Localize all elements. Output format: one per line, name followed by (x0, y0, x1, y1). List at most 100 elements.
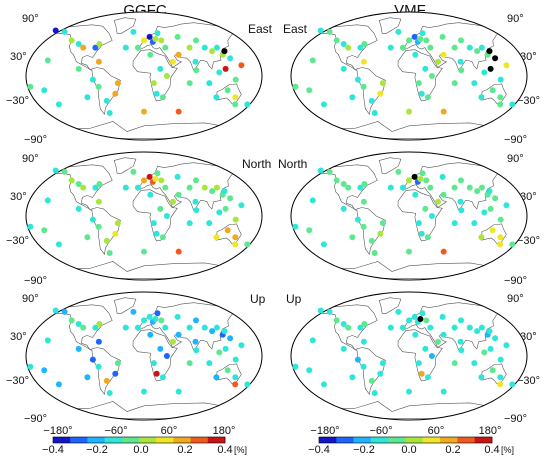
station-dot (92, 44, 99, 51)
station-dot (418, 370, 425, 377)
station-dot (417, 176, 424, 182)
station-dot (360, 223, 367, 230)
station-dot (122, 44, 129, 51)
station-dot (192, 338, 199, 345)
station-dot (317, 167, 324, 174)
station-dot (213, 324, 220, 331)
station-dot (497, 101, 504, 108)
station-dot (95, 338, 102, 345)
station-dot (411, 33, 418, 40)
station-dot (333, 37, 340, 44)
map-ocean (291, 292, 527, 420)
station-dot (320, 101, 327, 108)
station-dot (497, 356, 504, 363)
station-dot (154, 30, 161, 37)
station-dot (471, 360, 478, 367)
station-dot (422, 205, 429, 212)
station-dot (424, 94, 431, 101)
station-dot (238, 342, 245, 349)
colorbar-segment (207, 437, 226, 443)
station-dot (471, 80, 478, 87)
station-dot (377, 370, 384, 377)
station-dot (96, 181, 103, 187)
map-panel-ggfc-north (25, 151, 263, 281)
lat-label-90s-ggfc-north: −90° (24, 275, 47, 287)
station-dot (201, 44, 208, 51)
station-dot (68, 37, 75, 44)
station-dot (371, 390, 378, 396)
colorbar-segment (319, 437, 337, 443)
station-dot (340, 181, 347, 187)
station-dot (209, 328, 216, 335)
station-dot (439, 33, 446, 40)
station-dot (423, 317, 430, 324)
station-dot (224, 367, 231, 374)
station-dot (457, 198, 464, 205)
lon-tick-left-2: −60° (104, 425, 127, 437)
lat-label-90n-vmf-up: 90° (507, 293, 524, 305)
station-dot (487, 65, 494, 72)
station-dot (157, 205, 164, 212)
station-dot (244, 241, 251, 248)
station-dot (80, 44, 87, 51)
lat-label-90n-ggfc-up: 90° (22, 293, 39, 305)
station-dot (440, 191, 447, 198)
station-dot (422, 65, 429, 72)
station-dot (292, 363, 299, 370)
station-dot (55, 241, 62, 248)
station-dot (163, 353, 170, 359)
station-dot (68, 317, 75, 324)
station-dot (216, 69, 223, 76)
map-frame (290, 11, 528, 141)
station-dot (141, 177, 147, 184)
component-label-ggfc-east: East (248, 22, 273, 36)
station-dot (428, 73, 435, 79)
station-dot (423, 177, 430, 184)
station-dot (157, 65, 164, 72)
map-frame (290, 151, 528, 281)
station-dot (41, 87, 48, 94)
station-dot (75, 345, 82, 352)
station-dot (411, 173, 418, 180)
station-dot (349, 374, 356, 381)
colorbar-segment (53, 437, 71, 443)
station-dot (106, 250, 113, 256)
colorbar-segment (156, 437, 174, 443)
station-dot (209, 188, 216, 195)
station-dot (227, 55, 234, 62)
station-dot (175, 388, 182, 395)
station-dot (481, 209, 488, 216)
station-dot (354, 216, 361, 223)
station-dot (406, 177, 412, 184)
station-dot (158, 37, 165, 44)
station-dot (206, 360, 213, 367)
lat-label-30n-ggfc-up: 30° (10, 331, 27, 343)
station-dot (428, 353, 435, 359)
station-dot (497, 241, 504, 248)
station-dot (213, 94, 220, 101)
station-dot (466, 324, 473, 331)
station-dot (486, 48, 493, 55)
station-dot (130, 168, 137, 175)
station-dot (193, 347, 200, 354)
station-dot (103, 377, 110, 384)
station-dot (209, 48, 216, 55)
map-panel-vmf-east (290, 11, 528, 141)
map-panel-ggfc-up (25, 291, 263, 421)
lat-label-30n-vmf-east: 30° (520, 51, 537, 63)
station-dot (141, 37, 147, 44)
station-dot (411, 313, 418, 320)
colorbar-segment (70, 437, 88, 443)
station-dot (489, 87, 496, 94)
map-panel-ggfc-east (25, 11, 263, 141)
lat-label-90s-ggfc-east: −90° (24, 134, 47, 146)
colorbar-segment (190, 437, 209, 443)
map-frame (25, 291, 263, 421)
station-dot (424, 374, 431, 381)
station-dot (406, 317, 412, 324)
station-dot (232, 241, 239, 248)
station-dot (320, 381, 327, 388)
map-frame (25, 151, 263, 281)
cbar-unit-right: [%] (501, 445, 514, 455)
station-dot (27, 223, 34, 230)
